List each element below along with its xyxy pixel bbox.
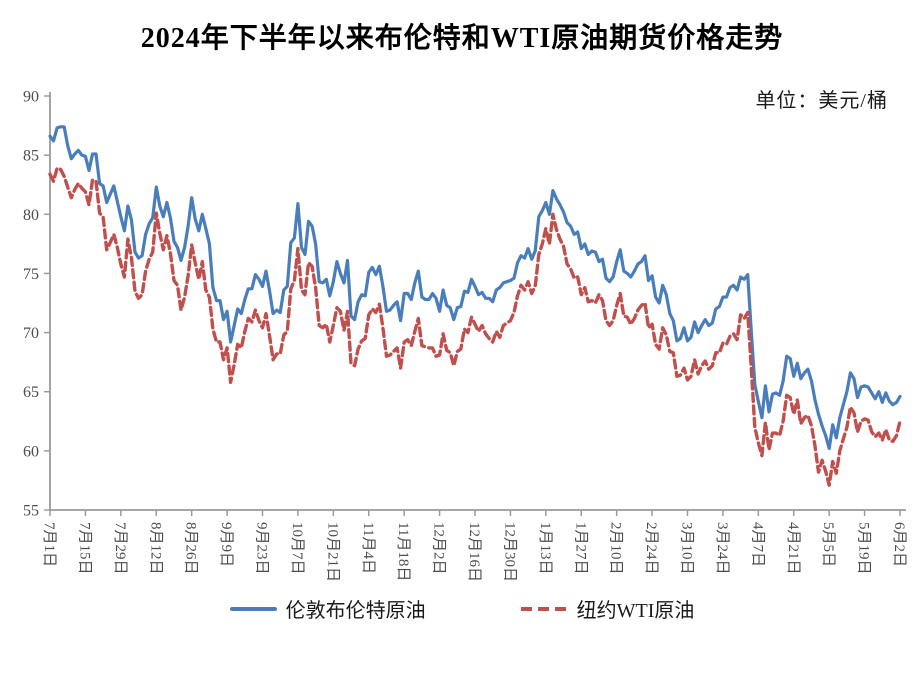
unit-label: 单位：美元/桶 xyxy=(755,90,888,112)
chart-title: 2024年下半年以来布伦特和WTI原油期货价格走势 xyxy=(140,23,784,54)
wti-line-sample-icon xyxy=(520,606,568,611)
x-axis-label: 11月18日 xyxy=(395,522,411,581)
y-axis-label: 85 xyxy=(23,148,39,165)
x-axis-label: 3月10日 xyxy=(679,522,695,575)
x-axis-label: 8月12日 xyxy=(147,522,163,575)
y-axis-label: 70 xyxy=(23,325,39,342)
y-axis-label: 90 xyxy=(23,89,39,106)
x-axis-label: 5月5日 xyxy=(820,522,836,567)
x-axis-label: 7月15日 xyxy=(76,522,92,575)
x-axis-label: 9月9日 xyxy=(218,522,234,567)
x-axis-label: 1月13日 xyxy=(537,522,553,575)
y-axis-label: 75 xyxy=(23,266,39,283)
x-axis-label: 3月24日 xyxy=(714,522,730,575)
y-axis-label: 60 xyxy=(23,443,39,460)
x-axis-label: 4月21日 xyxy=(785,522,801,575)
x-axis-label: 1月27日 xyxy=(572,522,588,575)
brent-line-sample-icon xyxy=(229,606,277,611)
legend: 伦敦布伦特原油 纽约WTI原油 xyxy=(0,594,924,623)
x-axis-label: 4月7日 xyxy=(749,522,765,567)
x-axis-label: 12月30日 xyxy=(501,522,517,582)
x-axis-label: 2月24日 xyxy=(643,522,659,575)
x-axis-label: 11月4日 xyxy=(360,522,376,574)
x-axis-label: 6月2日 xyxy=(891,522,907,567)
x-axis-label: 8月26日 xyxy=(183,522,199,575)
x-axis-label: 7月29日 xyxy=(112,522,128,575)
x-axis-label: 5月19日 xyxy=(856,522,872,575)
x-axis-label: 2月10日 xyxy=(608,522,624,575)
brent-price-line xyxy=(48,125,902,451)
y-axis-label: 55 xyxy=(23,503,39,520)
brent-legend-label: 伦敦布伦特原油 xyxy=(285,600,426,622)
x-axis-label: 10月7日 xyxy=(289,522,305,575)
wti-legend-label: 纽约WTI原油 xyxy=(576,600,695,622)
x-axis-label: 7月1日 xyxy=(41,522,57,567)
x-axis-label: 10月21日 xyxy=(324,522,340,582)
x-axis-label: 12月2日 xyxy=(431,522,447,575)
x-axis-label: 9月23日 xyxy=(254,522,270,575)
y-axis-label: 80 xyxy=(23,207,39,224)
legend-item-wti: 纽约WTI原油 xyxy=(520,594,695,623)
wti-price-line xyxy=(48,166,902,487)
x-axis-label: 12月16日 xyxy=(466,522,482,582)
legend-item-brent: 伦敦布伦特原油 xyxy=(229,594,426,623)
y-axis-label: 65 xyxy=(23,384,39,401)
